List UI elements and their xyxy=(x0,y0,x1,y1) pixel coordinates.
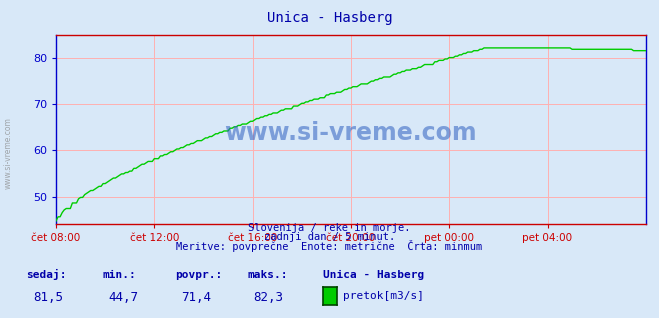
Text: 82,3: 82,3 xyxy=(254,291,284,303)
Text: Unica - Hasberg: Unica - Hasberg xyxy=(267,11,392,25)
Text: Meritve: povprečne  Enote: metrične  Črta: minmum: Meritve: povprečne Enote: metrične Črta:… xyxy=(177,240,482,252)
Text: Unica - Hasberg: Unica - Hasberg xyxy=(323,270,424,280)
Text: sedaj:: sedaj: xyxy=(26,269,67,280)
Text: zadnji dan / 5 minut.: zadnji dan / 5 minut. xyxy=(264,232,395,242)
Text: 44,7: 44,7 xyxy=(109,291,139,303)
Text: www.si-vreme.com: www.si-vreme.com xyxy=(225,121,477,145)
Text: 71,4: 71,4 xyxy=(181,291,212,303)
Text: pretok[m3/s]: pretok[m3/s] xyxy=(343,291,424,301)
Text: povpr.:: povpr.: xyxy=(175,270,222,280)
Text: maks.:: maks.: xyxy=(247,270,287,280)
Text: min.:: min.: xyxy=(102,270,136,280)
Text: 81,5: 81,5 xyxy=(33,291,63,303)
Text: www.si-vreme.com: www.si-vreme.com xyxy=(3,117,13,189)
Text: Slovenija / reke in morje.: Slovenija / reke in morje. xyxy=(248,223,411,232)
